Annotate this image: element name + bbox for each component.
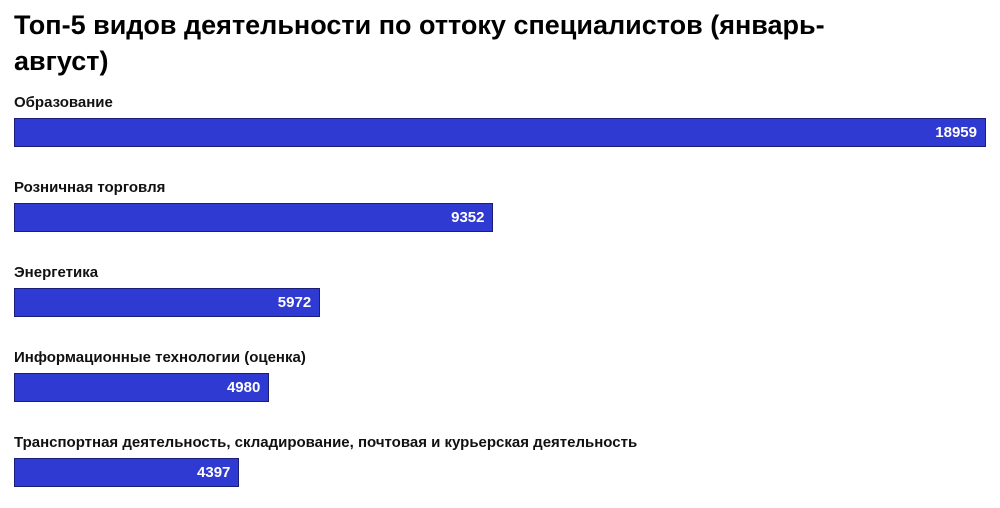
bar: 9352 [14, 202, 494, 232]
bar-value-label: 9352 [451, 208, 485, 226]
bar-category-label: Транспортная деятельность, складирование… [14, 433, 638, 451]
bar-category-label: Информационные технологии (оценка) [14, 348, 306, 366]
bar-row: Образование 18959 [14, 94, 986, 147]
bar-category-label: Розничная торговля [14, 178, 166, 196]
bar: 18959 [14, 117, 986, 147]
bar-value-label: 4397 [197, 463, 231, 481]
bar-value-label: 18959 [935, 123, 977, 141]
bar-rows: Образование 18959 Розничная торговля 935… [14, 94, 986, 487]
bar: 5972 [14, 287, 321, 317]
bar-row: Энергетика 5972 [14, 264, 986, 317]
bar-value-label: 5972 [277, 293, 312, 311]
bar-value-label: 4980 [226, 378, 261, 396]
bar-category-label: Образование [14, 93, 113, 111]
bar-row: Информационные технологии (оценка) 4980 [14, 349, 986, 402]
bar: 4980 [14, 372, 270, 402]
bar: 4397 [14, 457, 240, 487]
bar-row: Розничная торговля 9352 [14, 179, 986, 232]
chart-title: Топ-5 видов деятельности по оттоку специ… [14, 10, 825, 76]
bar-category-label: Энергетика [14, 263, 99, 281]
bar-row: Транспортная деятельность, складирование… [14, 434, 986, 487]
